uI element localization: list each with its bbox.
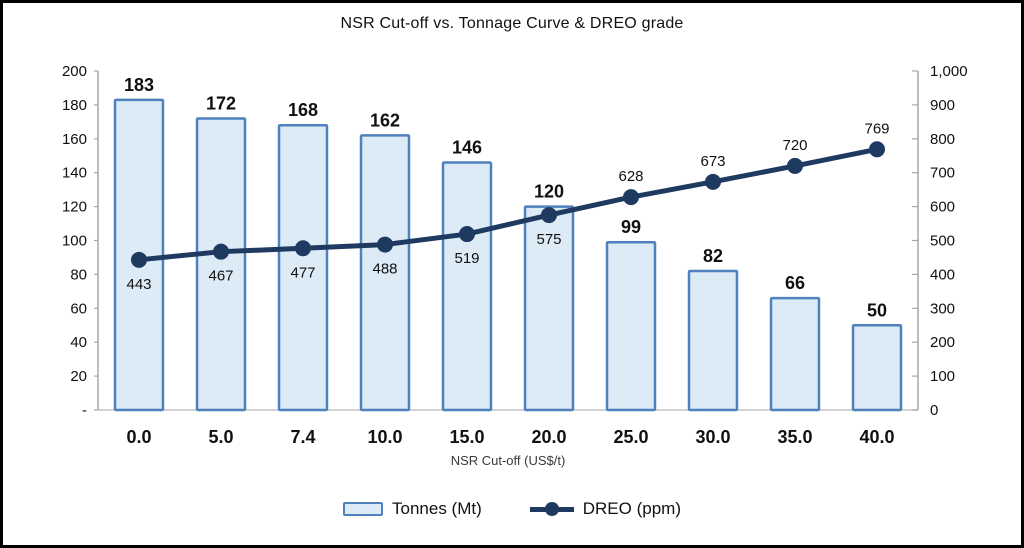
legend-item-dreo: DREO (ppm) [529,499,681,519]
dreo-marker [213,243,229,260]
legend-label-dreo: DREO (ppm) [582,499,681,518]
bar-label: 82 [703,246,723,266]
bar [523,205,575,412]
dreo-label: 467 [208,268,233,285]
left-tick-label: 80 [70,266,87,283]
right-tick-label: 800 [930,131,955,148]
x-tick-label: 40.0 [859,427,894,447]
legend: Tonnes (Mt) DREO (ppm) [3,499,1021,519]
tonnes-swatch-icon [343,502,383,516]
right-tick-label: 0 [930,402,938,419]
right-tick-label: 300 [930,300,955,317]
right-tick-label: 100 [930,368,955,385]
dreo-marker [377,236,393,253]
bar-label: 172 [206,93,236,113]
x-tick-label: 20.0 [531,427,566,447]
right-tick-label: 400 [930,266,955,283]
x-tick-label: 0.0 [126,427,151,447]
x-axis-title: NSR Cut-off (US$/t) [450,453,566,468]
right-tick-label: 700 [930,165,955,182]
x-tick-label: 10.0 [367,427,402,447]
bar-label: 120 [534,182,564,202]
dreo-label: 519 [454,250,479,267]
legend-label-tonnes: Tonnes (Mt) [392,499,482,518]
dreo-marker [705,173,721,190]
bar [851,324,903,412]
dreo-marker [295,240,311,257]
bar [277,123,329,412]
dreo-marker [541,207,557,224]
right-tick-label: 1,000 [930,63,968,80]
bar [769,296,821,412]
plot-svg: 200 180 160 140 120 100 80 60 40 20 - 1,000 900 800 70… [62,63,968,447]
dreo-label: 575 [536,231,561,248]
left-tick-label: 140 [62,165,87,182]
x-tick-label: 30.0 [695,427,730,447]
left-tick-label: 100 [62,233,87,250]
bar-label: 99 [621,217,641,237]
x-tick-label: 15.0 [449,427,484,447]
dreo-label: 673 [700,153,725,170]
left-tick-label: 180 [62,97,87,114]
bar [605,240,657,412]
left-tick-label: - [82,402,87,419]
bar-label: 50 [867,300,887,320]
dreo-marker [459,226,475,243]
dreo-swatch-icon [529,501,574,517]
dreo-label: 628 [618,168,643,185]
bar-label: 168 [288,100,318,120]
dreo-label: 488 [372,261,397,278]
dreo-line [136,146,880,263]
dreo-label: 443 [126,276,151,293]
bar [441,161,493,412]
bar-label: 146 [452,138,482,158]
dreo-marker [787,157,803,174]
legend-item-tonnes: Tonnes (Mt) [343,499,482,519]
dreo-label: 720 [782,137,807,154]
left-tick-label: 40 [70,334,87,351]
x-tick-label: 7.4 [290,427,315,447]
x-tick-label: 35.0 [777,427,812,447]
bar [195,117,247,412]
dreo-label: 769 [864,120,889,137]
left-tick-label: 200 [62,63,87,80]
bar [359,134,411,412]
right-tick-label: 500 [930,233,955,250]
left-tick-label: 20 [70,368,87,385]
chart-title: NSR Cut-off vs. Tonnage Curve & DREO gra… [340,15,684,32]
dreo-marker [869,141,885,158]
left-tick-label: 60 [70,300,87,317]
right-tick-label: 200 [930,334,955,351]
bar-label: 66 [785,273,805,293]
bar-label: 162 [370,110,400,130]
dreo-label: 477 [290,264,315,281]
right-tick-label: 600 [930,199,955,216]
x-tick-label: 5.0 [208,427,233,447]
x-tick-label: 25.0 [613,427,648,447]
dreo-marker [131,251,147,268]
left-tick-label: 160 [62,131,87,148]
left-tick-label: 120 [62,199,87,216]
bar-label: 183 [124,75,154,95]
dreo-marker [623,189,639,206]
bar [687,269,739,412]
right-tick-label: 900 [930,97,955,114]
